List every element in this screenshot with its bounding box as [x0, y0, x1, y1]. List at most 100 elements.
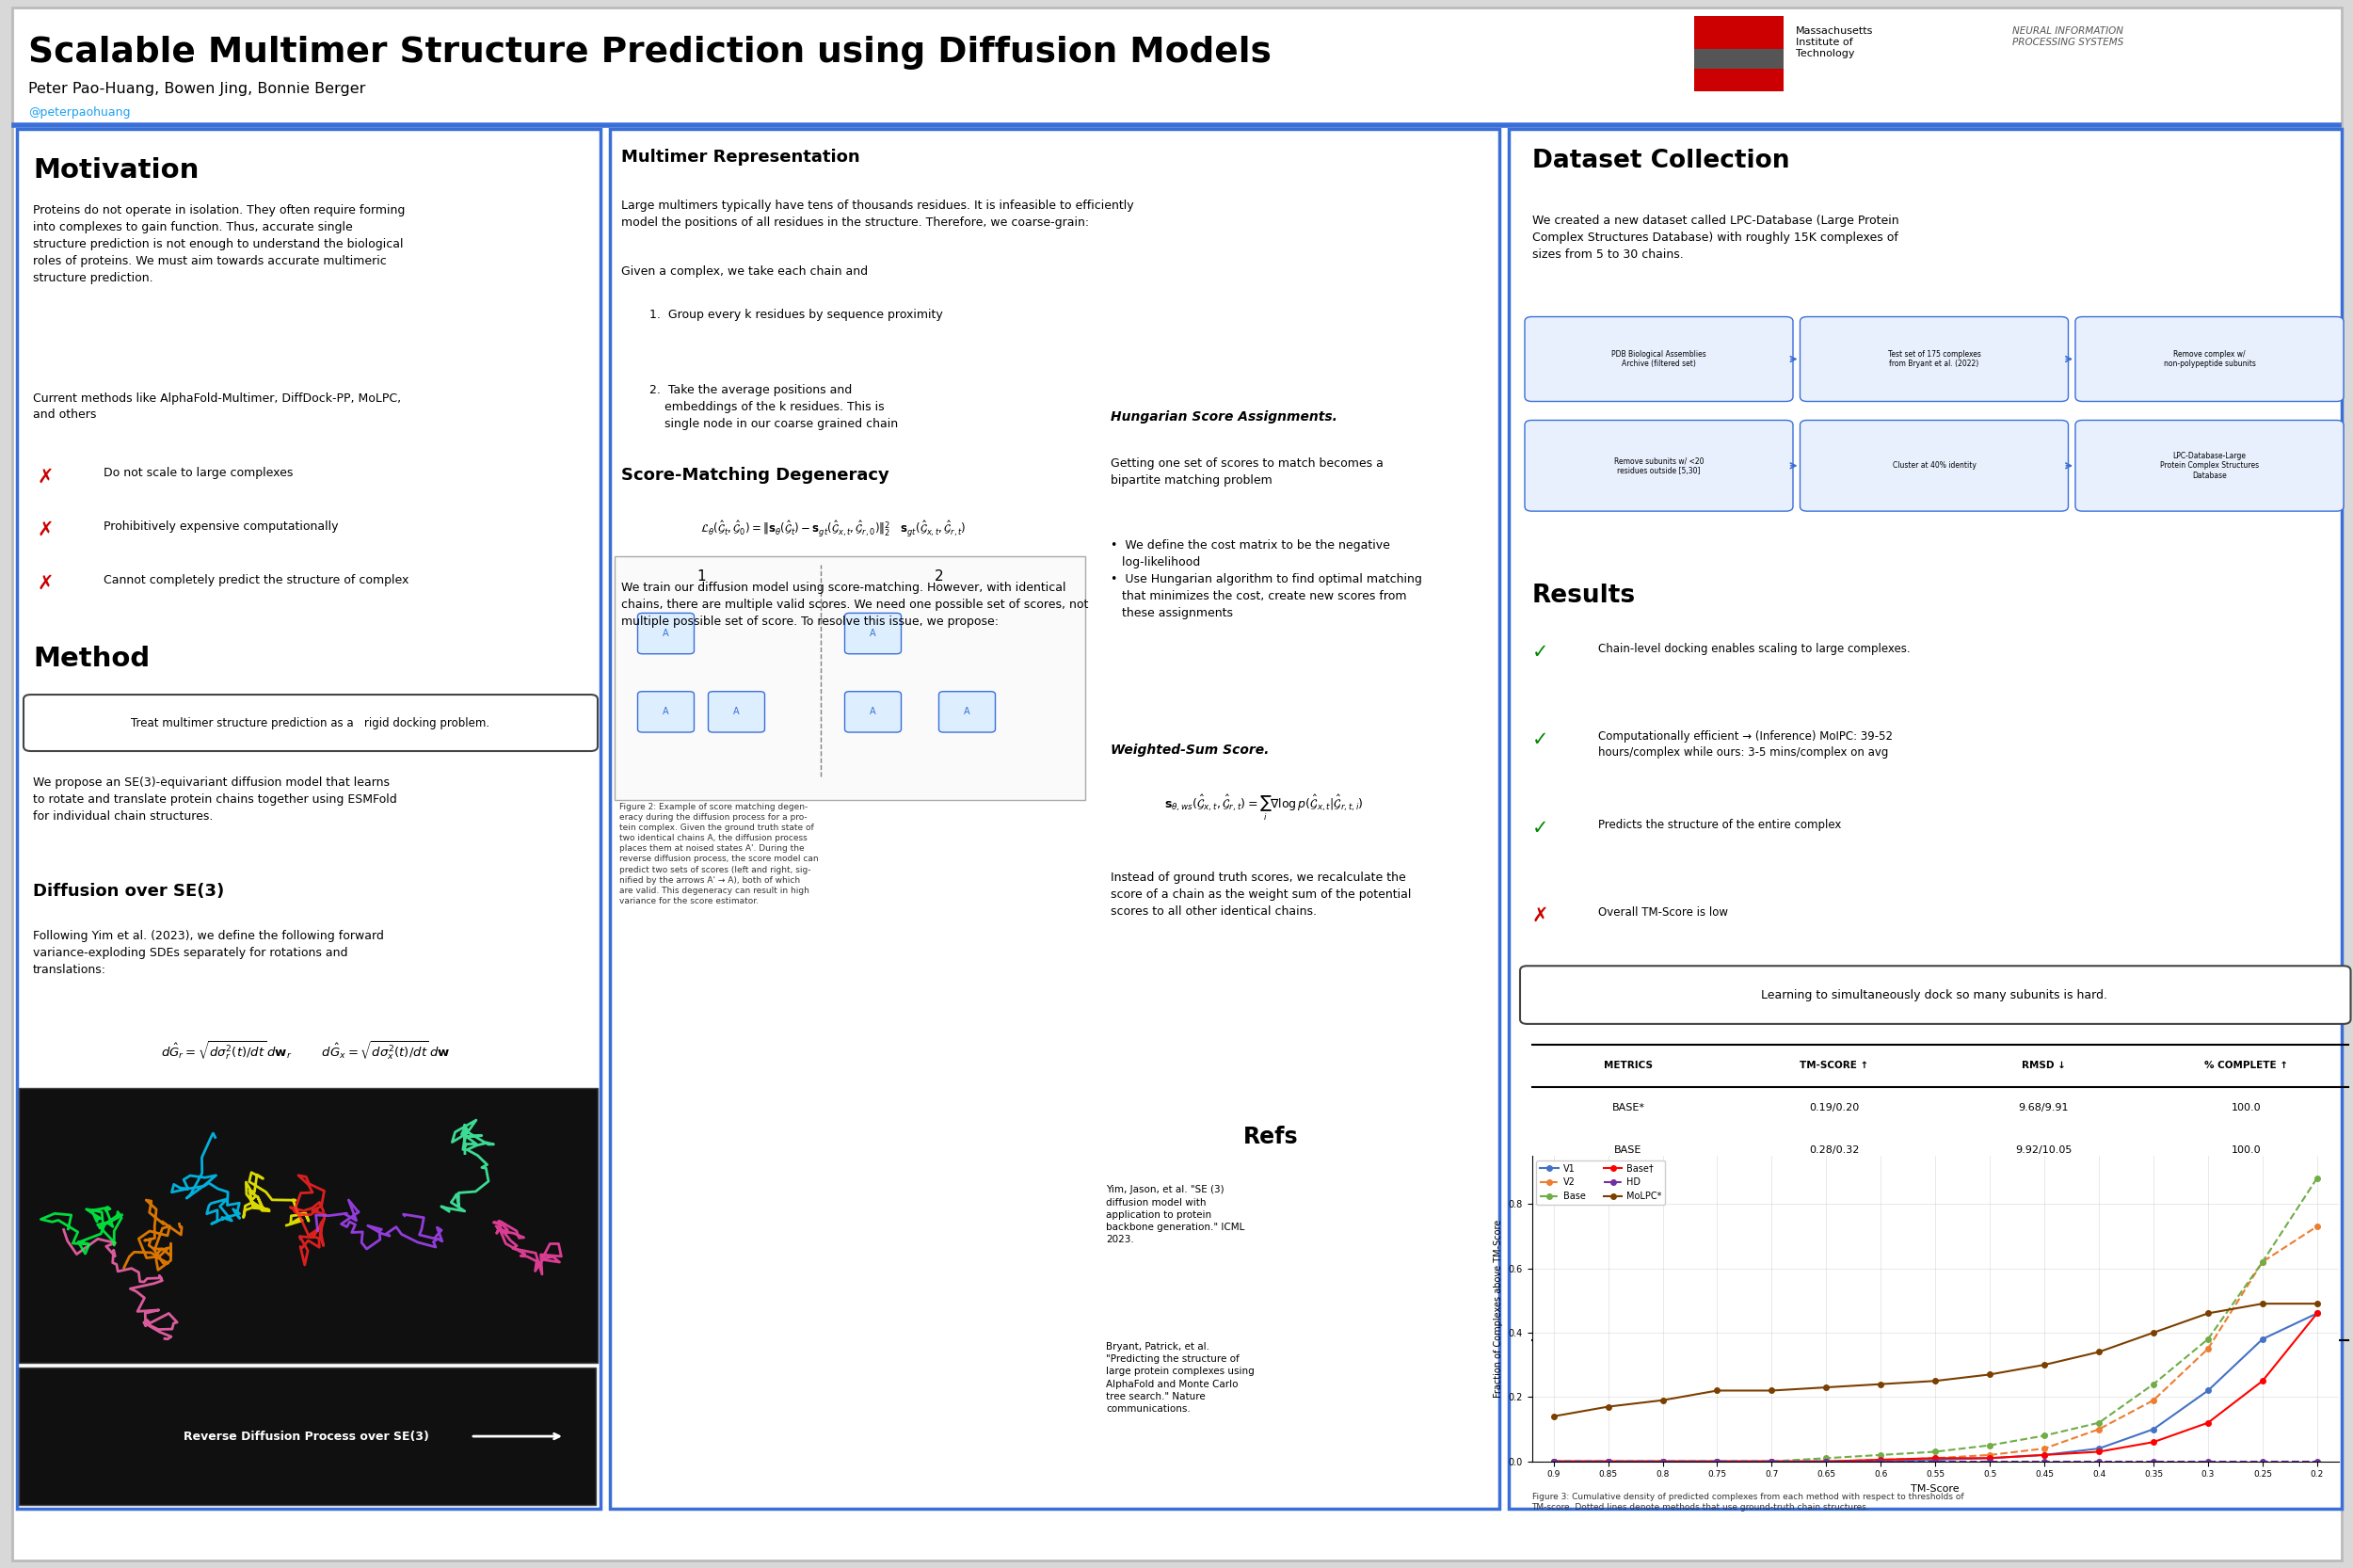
X-axis label: TM-Score: TM-Score [1911, 1485, 1960, 1494]
HD [1866, 1452, 1894, 1471]
Base† [1758, 1452, 1786, 1471]
Text: Cluster at 40% identity: Cluster at 40% identity [1892, 461, 1977, 470]
Text: Given a complex, we take each chain and: Given a complex, we take each chain and [621, 265, 868, 278]
HD [1758, 1452, 1786, 1471]
HD [1977, 1452, 2005, 1471]
V1 [2249, 1330, 2278, 1348]
Text: Instead of ground truth scores, we recalculate the
score of a chain as the weigh: Instead of ground truth scores, we recal… [1111, 872, 1412, 917]
V2 [2304, 1217, 2332, 1236]
Text: TM-SCORE ↑: TM-SCORE ↑ [1800, 1060, 1868, 1071]
FancyBboxPatch shape [845, 613, 901, 654]
MoLPC* [2085, 1342, 2113, 1361]
Text: Proteins do not operate in isolation. They often require forming
into complexes : Proteins do not operate in isolation. Th… [33, 204, 405, 284]
Text: 9.37/9.43: 9.37/9.43 [2019, 1187, 2068, 1198]
Text: ✗: ✗ [1532, 906, 1548, 925]
V1 [2193, 1381, 2221, 1400]
Text: Prohibitively expensive computationally: Prohibitively expensive computationally [104, 521, 339, 533]
V1 [2085, 1439, 2113, 1458]
Base [1704, 1452, 1732, 1471]
Base [1920, 1443, 1948, 1461]
FancyBboxPatch shape [939, 691, 995, 732]
V2 [1704, 1452, 1732, 1471]
V2 [1866, 1450, 1894, 1469]
Line: Base: Base [1551, 1176, 2320, 1465]
V1 [1866, 1452, 1894, 1471]
V2 [1539, 1452, 1567, 1471]
V1 [2031, 1446, 2059, 1465]
Base [2249, 1253, 2278, 1272]
FancyBboxPatch shape [1525, 317, 1793, 401]
Text: A: A [664, 629, 668, 638]
Base [1866, 1446, 1894, 1465]
Text: $\mathcal{L}_\theta(\hat{\mathcal{G}}_t,\hat{\mathcal{G}}_0)=\|\mathbf{s}_\theta: $\mathcal{L}_\theta(\hat{\mathcal{G}}_t,… [701, 519, 965, 539]
Text: 100.0: 100.0 [2231, 1187, 2261, 1198]
Text: PDB Biological Assemblies
Archive (filtered set): PDB Biological Assemblies Archive (filte… [1612, 350, 1706, 368]
V1 [1593, 1452, 1621, 1471]
Text: Table 1: Median/Mean performance metrics evaluated on the test set.  We denote t: Table 1: Median/Mean performance metrics… [1532, 1350, 1944, 1389]
Y-axis label: Fraction of Complexes above TM-Score: Fraction of Complexes above TM-Score [1494, 1220, 1504, 1397]
FancyBboxPatch shape [614, 557, 1085, 800]
Text: NEURAL INFORMATION
PROCESSING SYSTEMS: NEURAL INFORMATION PROCESSING SYSTEMS [2012, 27, 2122, 47]
Text: Test set of 175 complexes
from Bryant et al. (2022): Test set of 175 complexes from Bryant et… [1887, 350, 1981, 368]
Text: We train our diffusion model using score-matching. However, with identical
chain: We train our diffusion model using score… [621, 582, 1089, 627]
V1 [1758, 1452, 1786, 1471]
Base [1812, 1449, 1840, 1468]
V1 [1539, 1452, 1567, 1471]
Text: 100.0: 100.0 [2231, 1102, 2261, 1113]
Text: Large multimers typically have tens of thousands residues. It is infeasible to e: Large multimers typically have tens of t… [621, 199, 1134, 229]
HD [2031, 1452, 2059, 1471]
Text: A: A [664, 707, 668, 717]
HD [2085, 1452, 2113, 1471]
HD [2304, 1452, 2332, 1471]
MoLPC* [1539, 1406, 1567, 1425]
FancyBboxPatch shape [16, 129, 600, 1508]
Text: Remove complex w/
non-polypeptide subunits: Remove complex w/ non-polypeptide subuni… [2162, 350, 2257, 368]
FancyBboxPatch shape [1694, 49, 1784, 69]
Text: Cannot completely predict the structure of complex: Cannot completely predict the structure … [104, 574, 409, 586]
Text: Reverse Diffusion Process over SE(3): Reverse Diffusion Process over SE(3) [184, 1430, 428, 1443]
Text: Figure 3: Cumulative density of predicted complexes from each method with respec: Figure 3: Cumulative density of predicte… [1532, 1493, 1962, 1512]
Text: ✗: ✗ [38, 574, 54, 593]
FancyBboxPatch shape [1520, 966, 2351, 1024]
MoLPC* [2031, 1355, 2059, 1374]
Text: 100.0: 100.0 [2231, 1229, 2261, 1240]
MoLPC* [1593, 1397, 1621, 1416]
FancyBboxPatch shape [708, 691, 765, 732]
V2 [1920, 1449, 1948, 1468]
FancyBboxPatch shape [1694, 16, 1784, 91]
Text: % COMPLETE ↑: % COMPLETE ↑ [2205, 1060, 2287, 1071]
Text: 0.28/0.32: 0.28/0.32 [1809, 1145, 1859, 1156]
FancyBboxPatch shape [1800, 317, 2068, 401]
Text: Multimer Representation: Multimer Representation [621, 149, 859, 166]
Base† [1866, 1450, 1894, 1469]
Base† [1812, 1452, 1840, 1471]
V2 [2139, 1391, 2167, 1410]
FancyBboxPatch shape [19, 1088, 598, 1363]
Text: Predicts the structure of the entire complex: Predicts the structure of the entire com… [1598, 818, 1840, 831]
MoLPC* [1649, 1391, 1678, 1410]
FancyBboxPatch shape [638, 613, 694, 654]
Base† [2085, 1443, 2113, 1461]
Text: ✓: ✓ [1532, 818, 1548, 837]
Base† [1649, 1452, 1678, 1471]
Text: V2: V2 [1621, 1229, 1635, 1240]
Base† [1704, 1452, 1732, 1471]
FancyBboxPatch shape [19, 1367, 595, 1505]
Text: A: A [965, 707, 969, 717]
Text: Do not scale to large complexes: Do not scale to large complexes [104, 467, 294, 480]
Text: RMSD ↓: RMSD ↓ [2021, 1060, 2066, 1071]
HD [1704, 1452, 1732, 1471]
V1 [1649, 1452, 1678, 1471]
Text: 2.  Take the average positions and
    embeddings of the k residues. This is
   : 2. Take the average positions and embedd… [649, 384, 899, 430]
Text: BASE*: BASE* [1612, 1102, 1645, 1113]
Text: Getting one set of scores to match becomes a
bipartite matching problem: Getting one set of scores to match becom… [1111, 458, 1384, 488]
Text: Following Yim et al. (2023), we define the following forward
variance-exploding : Following Yim et al. (2023), we define t… [33, 930, 384, 975]
FancyBboxPatch shape [1508, 129, 2341, 1508]
MoLPC* [2304, 1294, 2332, 1312]
FancyBboxPatch shape [12, 8, 2341, 1560]
HD [2193, 1452, 2221, 1471]
Base [2139, 1375, 2167, 1394]
FancyBboxPatch shape [2075, 420, 2344, 511]
Text: METRICS: METRICS [1605, 1060, 1652, 1071]
Text: Results: Results [1532, 583, 1635, 608]
